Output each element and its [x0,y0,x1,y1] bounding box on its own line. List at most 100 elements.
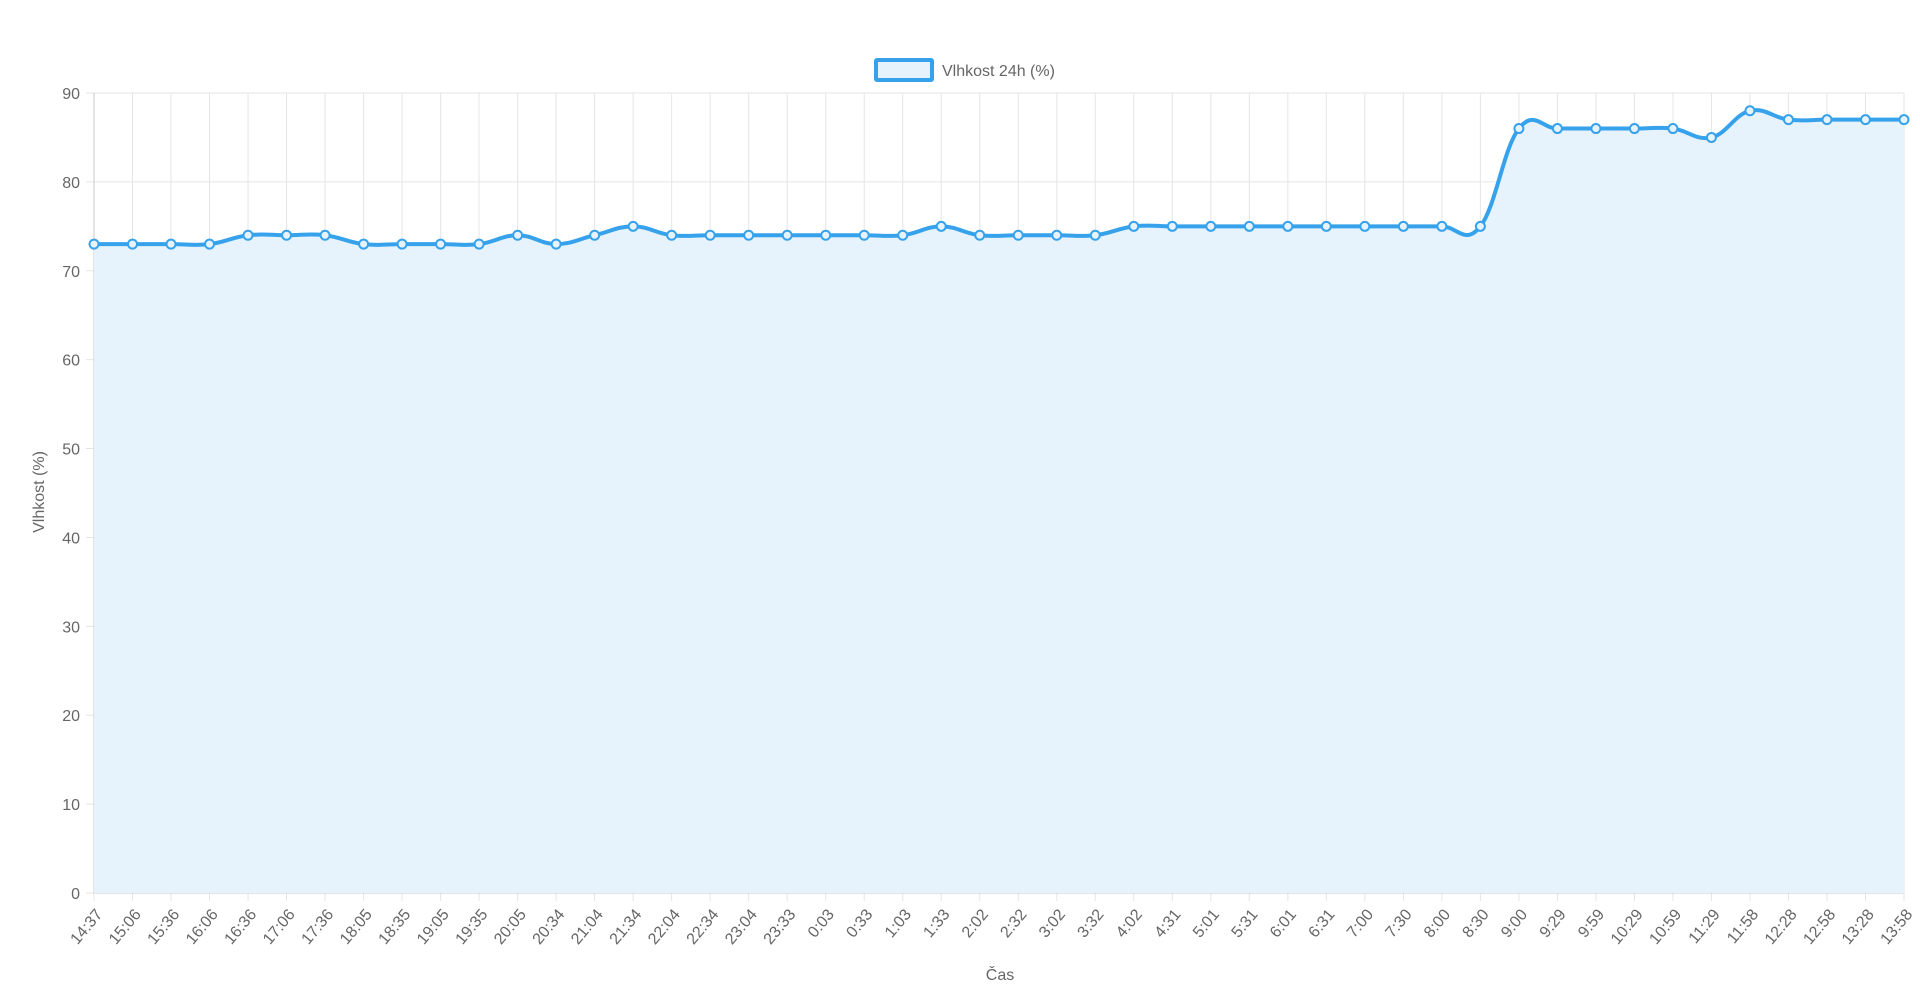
legend[interactable]: Vlhkost 24h (%) [874,58,1055,82]
y-tick-label: 80 [62,175,80,192]
data-point[interactable] [781,229,793,241]
data-point[interactable] [666,229,678,241]
data-point[interactable] [1205,220,1217,232]
x-axis-title: Čas [986,965,1014,984]
x-tick-label: 10:59 [1646,906,1685,948]
data-point[interactable] [281,229,293,241]
data-point[interactable] [1590,123,1602,135]
y-tick-label: 0 [71,886,80,903]
x-tick-label: 2:02 [959,906,992,941]
x-tick-label: 8:30 [1460,906,1493,941]
series-area-fill [94,110,1904,893]
x-tick-label: 18:35 [376,906,415,948]
x-tick-label: 0:03 [805,906,838,941]
data-point[interactable] [1051,229,1063,241]
data-point[interactable] [1705,131,1717,143]
data-point[interactable] [1628,123,1640,135]
data-point[interactable] [550,238,562,250]
x-tick-label: 5:01 [1190,906,1223,941]
data-point[interactable] [1436,220,1448,232]
x-tick-label: 23:04 [722,906,761,948]
x-tick-label: 21:34 [607,906,646,948]
data-point[interactable] [1782,114,1794,126]
x-tick-label: 22:34 [684,906,723,948]
data-point[interactable] [473,238,485,250]
data-point[interactable] [242,229,254,241]
data-point[interactable] [1397,220,1409,232]
data-point[interactable] [858,229,870,241]
x-tick-label: 6:01 [1267,906,1300,941]
data-point[interactable] [1551,123,1563,135]
data-point[interactable] [1320,220,1332,232]
x-tick-label: 6:31 [1306,906,1339,941]
y-axis-ticks: 0 10 20 30 40 50 60 70 80 90 [62,86,80,903]
x-tick-label: 4:31 [1152,906,1185,941]
data-point[interactable] [1089,229,1101,241]
data-point[interactable] [1282,220,1294,232]
x-tick-label: 11:58 [1724,906,1762,947]
data-point[interactable] [1513,123,1525,135]
data-point[interactable] [820,229,832,241]
data-point[interactable] [743,229,755,241]
x-axis-ticks: 14:37 15:06 15:36 16:06 16:36 17:06 17:36 18:05… [67,906,1916,948]
data-point[interactable] [1012,229,1024,241]
data-point[interactable] [165,238,177,250]
x-tick-label: 3:02 [1036,906,1069,941]
legend-swatch[interactable] [874,58,934,82]
x-tick-label: 20:05 [491,906,530,948]
x-tick-label: 19:35 [453,906,492,948]
data-point[interactable] [358,238,370,250]
data-points [88,105,1910,250]
x-tick-label: 2:32 [997,906,1030,941]
x-tick-label: 1:33 [920,906,953,941]
x-tick-label: 0:33 [843,906,876,941]
data-point[interactable] [204,238,216,250]
data-point[interactable] [1243,220,1255,232]
legend-label[interactable]: Vlhkost 24h (%) [942,63,1055,80]
x-tick-label: 5:31 [1229,906,1262,941]
x-tick-label: 9:59 [1575,906,1608,941]
x-tick-label: 17:36 [299,906,338,948]
data-point[interactable] [1898,114,1910,126]
data-point[interactable] [127,238,139,250]
y-axis-title: Vlhkost (%) [31,451,48,533]
data-point[interactable] [1166,220,1178,232]
x-tick-label: 7:30 [1383,906,1416,941]
y-tick-label: 90 [62,86,80,103]
y-tick-label: 10 [62,797,80,814]
x-tick-label: 16:36 [222,906,261,948]
data-point[interactable] [627,220,639,232]
data-point[interactable] [512,229,524,241]
data-point[interactable] [396,238,408,250]
x-tick-label: 9:00 [1498,906,1531,941]
data-point[interactable] [1744,105,1756,117]
x-tick-label: 20:34 [530,906,569,948]
data-point[interactable] [589,229,601,241]
y-tick-label: 50 [62,442,80,459]
data-point[interactable] [1821,114,1833,126]
data-point[interactable] [897,229,909,241]
x-tick-label: 17:06 [260,906,299,948]
x-tick-label: 15:06 [106,906,145,948]
data-point[interactable] [319,229,331,241]
data-point[interactable] [1667,123,1679,135]
data-point[interactable] [1359,220,1371,232]
x-tick-label: 3:32 [1074,906,1107,941]
data-point[interactable] [435,238,447,250]
data-point[interactable] [974,229,986,241]
x-tick-label: 1:03 [882,906,915,941]
data-point[interactable] [1128,220,1140,232]
x-tick-label: 18:05 [337,906,376,948]
data-point[interactable] [88,238,100,250]
x-tick-label: 15:36 [145,906,184,948]
x-tick-label: 14:37 [67,906,106,948]
data-point[interactable] [1859,114,1871,126]
data-point[interactable] [935,220,947,232]
data-point[interactable] [1474,220,1486,232]
x-tick-label: 7:00 [1344,906,1377,941]
x-tick-label: 19:05 [414,906,453,948]
x-tick-label: 21:04 [568,906,607,948]
data-point[interactable] [704,229,716,241]
